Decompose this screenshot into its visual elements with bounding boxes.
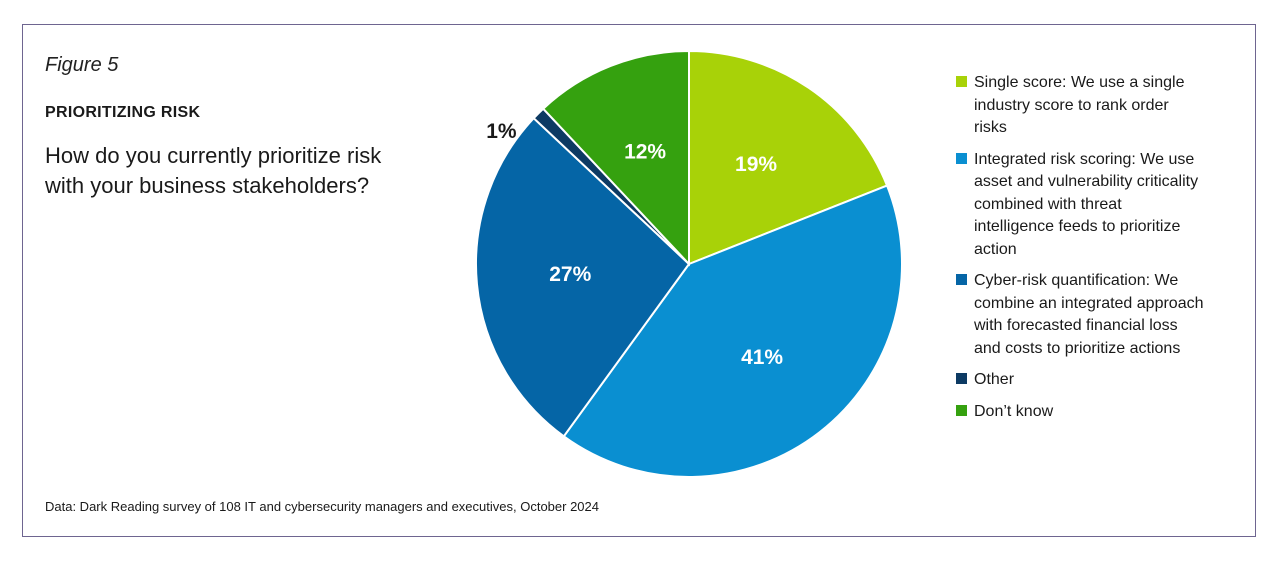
legend-label: Single score: We use a single industry s… xyxy=(974,74,1185,136)
figure-frame xyxy=(22,24,1256,537)
chart-kicker: PRIORITIZING RISK xyxy=(45,104,201,121)
pie-slice-0 xyxy=(688,49,889,266)
legend-label: Other xyxy=(974,371,1015,388)
legend-label: Don’t know xyxy=(974,402,1054,420)
legend-item-1: Integrated risk scoring: We use asset an… xyxy=(956,149,1206,262)
slice-label-0: 19% xyxy=(735,153,777,176)
data-source-note: Data: Dark Reading survey of 108 IT and … xyxy=(45,499,599,514)
legend-label: Cyber-risk quantification: We combine an… xyxy=(974,272,1204,357)
legend-swatch xyxy=(956,76,967,87)
legend-swatch xyxy=(956,152,967,164)
legend-item-4: Don’t know xyxy=(956,401,1206,424)
legend-swatch xyxy=(956,274,967,285)
legend-swatch xyxy=(956,373,967,384)
slice-label-1: 41% xyxy=(741,346,783,369)
legend-item-3: Other xyxy=(956,369,1206,392)
slice-label-3: 1% xyxy=(486,120,517,143)
figure-label: Figure 5 xyxy=(45,54,119,76)
slice-label-2: 27% xyxy=(549,263,591,286)
pie-slice-1 xyxy=(562,184,903,478)
pie-slice-4 xyxy=(541,49,690,267)
chart-legend: Single score: We use a single industry s… xyxy=(956,72,1206,432)
legend-item-0: Single score: We use a single industry s… xyxy=(956,72,1206,140)
chart-question: How do you currently prioritize risk wit… xyxy=(45,143,382,198)
pie-slice-2 xyxy=(475,116,691,438)
legend-label: Integrated risk scoring: We use asset an… xyxy=(974,150,1199,258)
pie-chart: 19% 41% 27% 1% 12% xyxy=(475,49,903,478)
legend-swatch xyxy=(956,404,967,416)
slice-label-4: 12% xyxy=(624,141,666,164)
legend-item-2: Cyber-risk quantification: We combine an… xyxy=(956,270,1206,360)
